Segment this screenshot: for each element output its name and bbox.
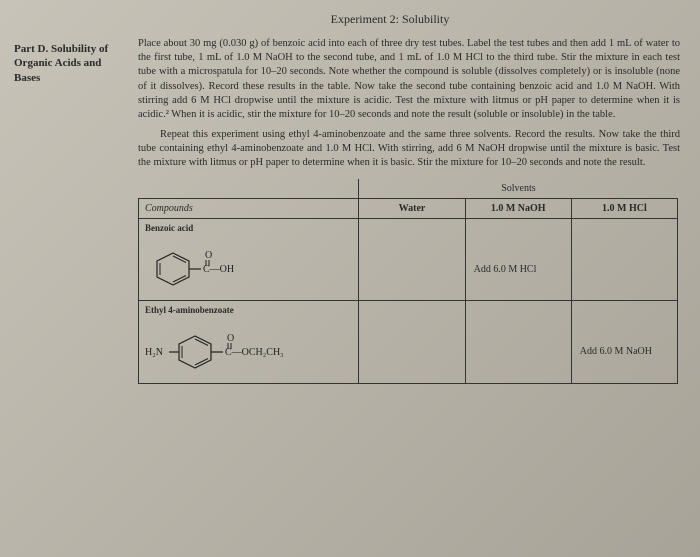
ethyl-structure: H₂N C—OCH₂CH₃ O — [139, 321, 359, 383]
cell-naoh-2a — [465, 301, 571, 322]
col-naoh: 1.0 M NaOH — [465, 198, 571, 218]
table-row: Benzoic acid — [139, 218, 678, 239]
part-line1: Part D. Solubility of — [14, 43, 108, 55]
solubility-table: Solvents Compounds Water 1.0 M NaOH 1.0 … — [138, 179, 678, 384]
solvents-header: Solvents — [359, 179, 678, 199]
svg-text:C—OH: C—OH — [203, 264, 234, 275]
cell-naoh-1a — [465, 218, 571, 239]
cell-water-2a — [359, 301, 465, 322]
ethyl-label: Ethyl 4-aminobenzoate — [145, 305, 352, 315]
col-hcl: 1.0 M HCl — [571, 198, 677, 218]
cell-water-1 — [359, 239, 465, 301]
part-d-label: Part D. Solubility of Organic Acids and … — [14, 42, 134, 85]
col-compounds: Compounds — [139, 198, 359, 218]
cell-naoh-2 — [465, 321, 571, 383]
cell-hcl-1a — [571, 218, 677, 239]
paragraph-1: Place about 30 mg (0.030 g) of benzoic a… — [138, 37, 680, 122]
table-row: H₂N C—OCH₂CH₃ O Add 6.0 M NaOH — [139, 321, 678, 383]
compound-name-2: Ethyl 4-aminobenzoate — [139, 301, 359, 322]
compound-name-1: Benzoic acid — [139, 218, 359, 239]
col-water: Water — [359, 198, 465, 218]
table-row: Ethyl 4-aminobenzoate — [139, 301, 678, 322]
svg-text:O: O — [227, 333, 234, 344]
cell-hcl-2a — [571, 301, 677, 322]
benzene-ring-icon: H₂N C—OCH₂CH₃ O — [145, 328, 345, 376]
svg-text:H₂N: H₂N — [145, 347, 163, 358]
benzoic-structure: C—OH O — [139, 239, 359, 301]
part-line2: Organic Acids and — [14, 57, 101, 69]
blank-cell — [139, 179, 359, 199]
cell-hcl-1 — [571, 239, 677, 301]
cell-water-1a — [359, 218, 465, 239]
cell-hcl-2: Add 6.0 M NaOH — [571, 321, 677, 383]
benzene-ring-icon: C—OH O — [145, 245, 245, 293]
paragraph-2: Repeat this experiment using ethyl 4-ami… — [138, 128, 680, 171]
cell-naoh-1: Add 6.0 M HCl — [465, 239, 571, 301]
table-row: C—OH O Add 6.0 M HCl — [139, 239, 678, 301]
svg-text:O: O — [205, 250, 212, 261]
cell-water-2 — [359, 321, 465, 383]
svg-text:C—OCH₂CH₃: C—OCH₂CH₃ — [225, 347, 284, 358]
part-line3: Bases — [14, 72, 40, 84]
experiment-header: Experiment 2: Solubility — [20, 12, 680, 27]
benzoic-label: Benzoic acid — [145, 223, 352, 233]
